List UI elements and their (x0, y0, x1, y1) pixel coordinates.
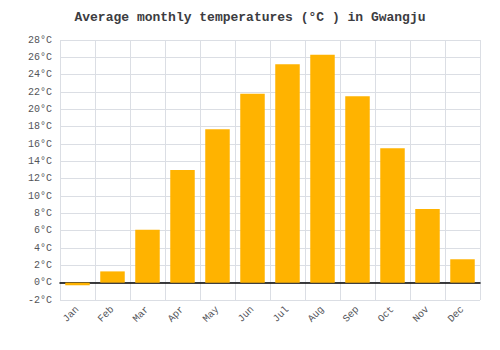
svg-text:2°C: 2°C (34, 260, 52, 271)
svg-text:6°C: 6°C (34, 225, 52, 236)
svg-text:8°C: 8°C (34, 208, 52, 219)
svg-text:20°C: 20°C (28, 104, 52, 115)
svg-text:Average monthly temperatures (: Average monthly temperatures (°C ) in Gw… (74, 10, 425, 25)
svg-text:Feb: Feb (96, 304, 116, 324)
svg-text:12°C: 12°C (28, 173, 52, 184)
svg-text:Jun: Jun (236, 304, 256, 324)
svg-text:Jul: Jul (271, 304, 291, 324)
svg-text:14°C: 14°C (28, 156, 52, 167)
svg-text:-2°C: -2°C (28, 295, 52, 306)
svg-text:24°C: 24°C (28, 69, 52, 80)
svg-text:22°C: 22°C (28, 87, 52, 98)
svg-text:Apr: Apr (166, 304, 186, 324)
svg-text:0°C: 0°C (34, 277, 52, 288)
svg-text:18°C: 18°C (28, 121, 52, 132)
svg-text:Oct: Oct (376, 304, 396, 324)
svg-text:16°C: 16°C (28, 139, 52, 150)
svg-text:10°C: 10°C (28, 191, 52, 202)
svg-text:Jan: Jan (61, 304, 81, 324)
svg-text:Dec: Dec (446, 304, 466, 324)
svg-text:May: May (201, 304, 221, 324)
svg-text:Nov: Nov (411, 304, 431, 324)
svg-text:4°C: 4°C (34, 243, 52, 254)
svg-text:Aug: Aug (306, 304, 326, 324)
svg-text:Sep: Sep (341, 304, 361, 324)
svg-text:26°C: 26°C (28, 52, 52, 63)
svg-text:Mar: Mar (131, 304, 151, 324)
svg-text:28°C: 28°C (28, 35, 52, 46)
